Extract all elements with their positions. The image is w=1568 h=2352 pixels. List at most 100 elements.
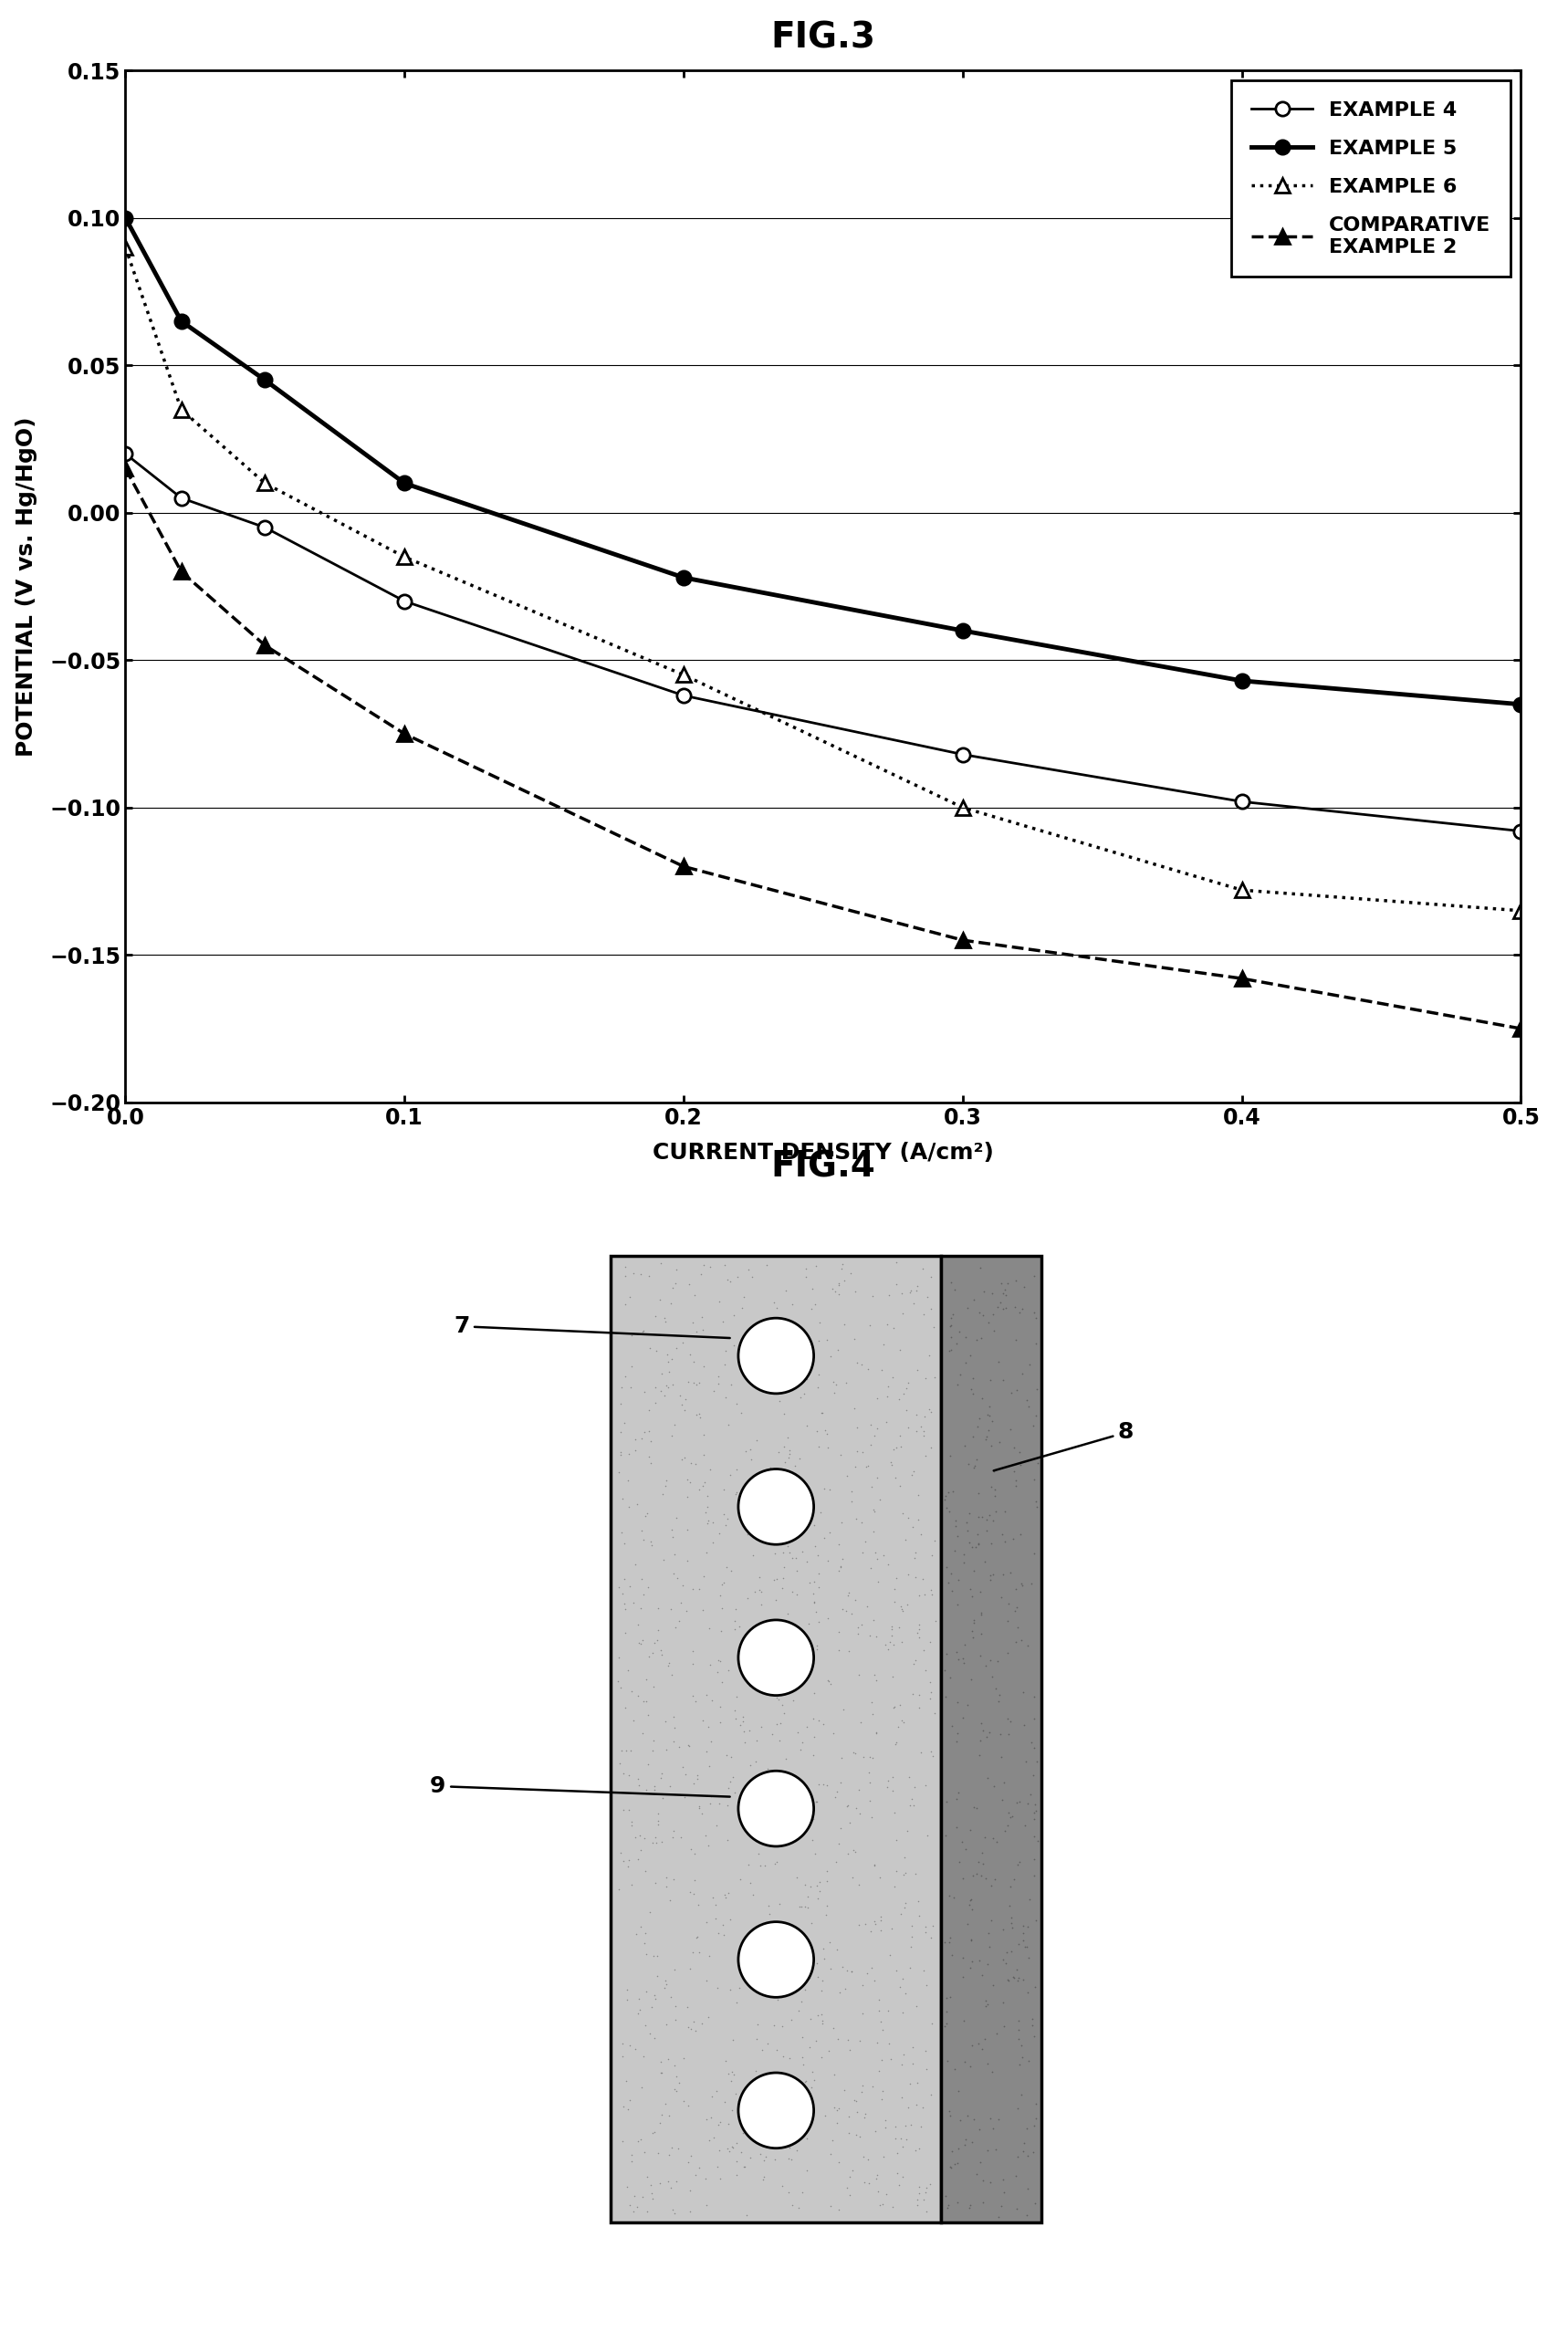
Point xyxy=(715,1875,740,1912)
Point xyxy=(947,2100,972,2138)
Point xyxy=(986,1343,1011,1381)
Point xyxy=(659,2169,684,2206)
Point xyxy=(988,2187,1013,2225)
Point xyxy=(883,2119,908,2157)
Point xyxy=(803,1284,828,1322)
Point xyxy=(881,1689,906,1726)
Point xyxy=(883,1795,908,1832)
Point xyxy=(626,1766,651,1804)
Point xyxy=(972,2020,997,2058)
Point xyxy=(1022,1294,1047,1331)
Point xyxy=(782,1538,808,1576)
EXAMPLE 5 xyxy=(953,616,972,644)
Point xyxy=(914,2051,939,2089)
Point xyxy=(696,1609,721,1646)
Point xyxy=(866,1562,891,1599)
Point xyxy=(676,2143,701,2180)
Point xyxy=(646,1590,671,1628)
Point xyxy=(717,2105,742,2143)
Point xyxy=(778,2129,803,2166)
Point xyxy=(969,1856,994,1893)
Point xyxy=(804,1867,829,1905)
Point xyxy=(991,1764,1016,1802)
Point xyxy=(713,1879,739,1917)
Point xyxy=(756,2025,781,2063)
Point xyxy=(659,1284,684,1322)
Point xyxy=(649,2053,674,2091)
Point xyxy=(969,1595,994,1632)
Point xyxy=(878,1936,903,1973)
Point xyxy=(938,1308,963,1345)
Point xyxy=(640,1987,665,2025)
Point xyxy=(906,1606,931,1644)
Point xyxy=(1014,1973,1040,2011)
Point xyxy=(978,1658,1004,1696)
Point xyxy=(958,1950,983,1987)
Point xyxy=(699,2098,724,2136)
Point xyxy=(746,1559,771,1597)
Point xyxy=(859,1950,884,1987)
Point xyxy=(707,1515,732,1552)
Point xyxy=(1005,1924,1030,1962)
Point xyxy=(905,2065,930,2103)
Point xyxy=(978,1642,1004,1679)
Point xyxy=(715,1501,740,1538)
Point xyxy=(679,1830,704,1867)
Point xyxy=(891,1294,916,1331)
Point xyxy=(695,1675,720,1712)
Point xyxy=(792,1865,817,1903)
Point xyxy=(800,1289,825,1327)
Point xyxy=(630,1522,655,1559)
Point xyxy=(936,1472,961,1510)
Point xyxy=(765,1980,790,2018)
Point xyxy=(793,2063,818,2100)
Point xyxy=(966,1940,991,1978)
Text: 9: 9 xyxy=(430,1776,729,1797)
Point xyxy=(933,1816,958,1853)
Point xyxy=(884,1559,909,1597)
Point xyxy=(616,1277,641,1315)
Point xyxy=(740,1258,765,1296)
Point xyxy=(903,1534,928,1571)
Point xyxy=(1022,2185,1047,2223)
Point xyxy=(635,1569,660,1606)
Point xyxy=(790,1724,815,1762)
Point xyxy=(685,1919,710,1957)
Point xyxy=(856,1446,881,1484)
Point xyxy=(618,2187,643,2225)
Point xyxy=(826,2089,851,2126)
Text: 7: 7 xyxy=(453,1315,729,1338)
Point xyxy=(748,1573,773,1611)
Point xyxy=(712,1247,737,1284)
Point xyxy=(920,1907,946,1945)
Point xyxy=(640,2114,665,2152)
Point xyxy=(632,1820,657,1858)
Point xyxy=(847,2023,872,2060)
Point xyxy=(858,1425,883,1463)
Point xyxy=(748,1708,773,1745)
Point xyxy=(643,1369,668,1406)
Point xyxy=(728,1860,753,1898)
Point xyxy=(953,1319,978,1357)
Point xyxy=(840,1832,866,1870)
Point xyxy=(980,1296,1005,1334)
Point xyxy=(978,1557,1004,1595)
Point xyxy=(657,1644,682,1682)
Point xyxy=(732,1724,757,1762)
Point xyxy=(720,2053,745,2091)
Point xyxy=(961,1602,986,1639)
Point xyxy=(779,2140,804,2178)
Point xyxy=(887,2166,913,2204)
Point xyxy=(756,1886,781,1924)
Point xyxy=(920,1308,946,1345)
Point xyxy=(706,1653,731,1691)
Point xyxy=(829,1738,855,1776)
Point xyxy=(662,1406,687,1444)
Point xyxy=(922,1357,947,1395)
COMPARATIVE
EXAMPLE 2 xyxy=(1232,964,1251,993)
Point xyxy=(942,1531,967,1569)
Point xyxy=(673,1381,698,1418)
Point xyxy=(900,2044,925,2082)
Point xyxy=(756,1750,781,1788)
Point xyxy=(706,2131,731,2169)
